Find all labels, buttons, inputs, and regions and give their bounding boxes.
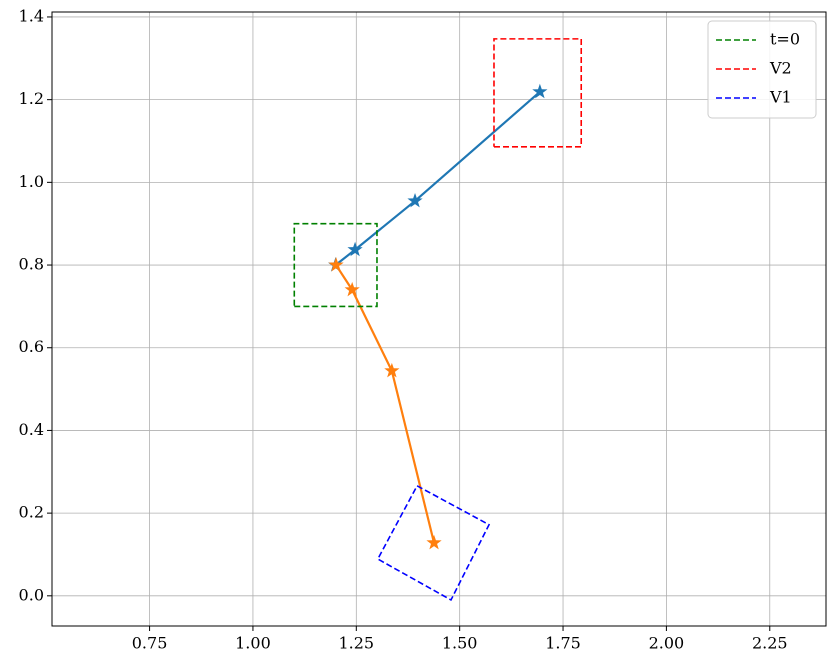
x-tick-label: 1.75 — [545, 634, 581, 653]
y-tick-label: 0.4 — [19, 420, 44, 439]
dashed-outline — [493, 38, 583, 148]
y-tick-label: 0.0 — [19, 585, 44, 604]
trajectory-line — [335, 264, 436, 544]
dashed-outline — [293, 222, 378, 308]
dashed-outline — [376, 485, 491, 602]
x-tick-label: 2.25 — [752, 634, 788, 653]
star-marker — [426, 534, 442, 550]
star-marker — [407, 192, 423, 208]
x-tick-label: 1.00 — [235, 634, 271, 653]
y-tick-label: 1.0 — [19, 172, 44, 191]
y-tick-label: 0.2 — [19, 503, 44, 522]
legend-label: V2 — [769, 59, 792, 78]
trajectory-line — [334, 90, 541, 266]
star-marker — [347, 241, 363, 257]
y-tick-label: 1.4 — [19, 6, 44, 25]
x-tick-label: 1.25 — [338, 634, 374, 653]
star-marker — [344, 281, 360, 297]
star-marker — [384, 362, 400, 378]
legend-box — [707, 20, 817, 119]
plot-frame — [51, 11, 827, 627]
x-tick-label: 1.50 — [442, 634, 478, 653]
x-tick-label: 2.00 — [649, 634, 685, 653]
legend-label: t=0 — [770, 30, 800, 49]
x-tick-label: 0.75 — [132, 634, 168, 653]
y-tick-label: 1.2 — [19, 89, 44, 108]
star-marker — [328, 257, 344, 272]
y-tick-label: 0.8 — [19, 255, 44, 274]
y-tick-label: 0.6 — [19, 337, 44, 356]
star-marker — [532, 83, 548, 99]
legend: t=0 V2 V1 — [707, 20, 817, 119]
legend-label: V1 — [769, 88, 792, 107]
